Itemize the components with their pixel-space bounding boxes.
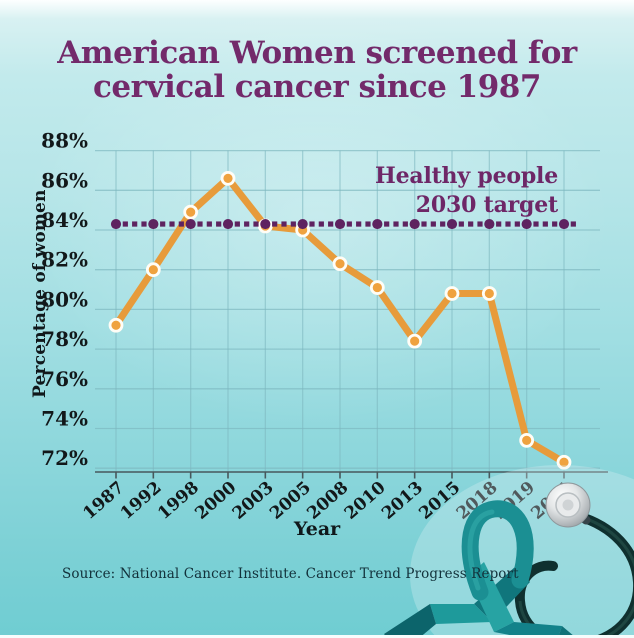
- data-point-2019: [519, 433, 535, 448]
- data-point-2010: [369, 280, 385, 295]
- target-line-dash: [272, 221, 278, 227]
- target-line-dot: [148, 218, 159, 230]
- target-line-dot: [297, 218, 308, 230]
- data-point-2000: [220, 170, 236, 186]
- y-tick-label: 80%: [41, 287, 88, 311]
- target-line-dash: [160, 221, 166, 227]
- target-line-dash: [384, 221, 390, 227]
- target-line-dot: [222, 218, 234, 230]
- y-tick-label: 76%: [41, 367, 88, 391]
- bottom-border: [0, 635, 634, 638]
- target-line-dot: [521, 218, 532, 230]
- target-line-dash: [365, 221, 371, 227]
- data-point-2018: [481, 286, 497, 301]
- data-point-2013: [407, 333, 423, 349]
- target-line-dash: [505, 221, 511, 227]
- target-line-dot: [558, 218, 570, 230]
- data-point-2008: [332, 256, 348, 272]
- target-line-dash: [514, 221, 520, 227]
- target-line-dash: [458, 221, 464, 227]
- target-line-dot: [185, 218, 196, 230]
- target-line-dash: [318, 221, 324, 227]
- data-point-1987: [108, 317, 124, 333]
- target-line-dash: [570, 221, 576, 227]
- title-line-2: cervical cancer since 1987: [93, 69, 541, 105]
- target-line-dash: [197, 221, 203, 227]
- data-point-1992: [145, 262, 161, 278]
- target-line-dash: [402, 221, 408, 227]
- target-line-dot: [484, 218, 495, 230]
- y-tick-label: 84%: [41, 208, 88, 232]
- target-line-dot: [372, 218, 383, 230]
- target-line-dot: [334, 218, 346, 230]
- y-tick-label: 72%: [41, 446, 88, 470]
- target-line-dot: [446, 218, 458, 230]
- target-line-dash: [393, 221, 399, 227]
- x-axis-title: Year: [293, 518, 341, 540]
- target-line-dash: [542, 221, 548, 227]
- target-line-dash: [430, 221, 436, 227]
- target-line-dash: [253, 221, 259, 227]
- target-line-dash: [477, 221, 483, 227]
- target-line-dash: [421, 221, 427, 227]
- target-line-dash: [309, 221, 315, 227]
- target-line-dot: [409, 218, 420, 230]
- target-line-dash: [234, 221, 240, 227]
- target-line-dash: [290, 221, 296, 227]
- target-line-dash: [141, 221, 147, 227]
- teal-ribbon-icon: [384, 500, 577, 638]
- title-line-1: American Women screened for: [57, 35, 577, 71]
- target-line-dot: [110, 218, 122, 230]
- target-line-dash: [216, 221, 222, 227]
- stethoscope-chestpiece-icon: [545, 482, 591, 528]
- target-line-dash: [552, 221, 558, 227]
- target-line-dash: [328, 221, 334, 227]
- y-tick-label: 74%: [41, 407, 88, 431]
- target-line-dash: [496, 221, 502, 227]
- target-line-dash: [281, 221, 287, 227]
- y-tick-label: 78%: [41, 327, 88, 351]
- target-label-line-1: Healthy people: [375, 163, 558, 189]
- target-label-line-2: 2030 target: [415, 192, 558, 218]
- target-line-dash: [132, 221, 138, 227]
- target-line-dash: [533, 221, 539, 227]
- target-line-dash: [169, 221, 175, 227]
- data-point-2021: [556, 454, 572, 470]
- target-line-dash: [178, 221, 184, 227]
- data-point-1998: [183, 204, 199, 220]
- target-line-dash: [206, 221, 212, 227]
- y-tick-label: 86%: [41, 168, 88, 192]
- y-tick-label: 82%: [41, 248, 88, 272]
- target-line-dash: [244, 221, 250, 227]
- source-credit: Source: National Cancer Institute. Cance…: [62, 566, 519, 582]
- y-tick-label: 88%: [41, 129, 88, 153]
- page-title: American Women screened for cervical can…: [0, 36, 634, 104]
- target-line-dash: [356, 221, 362, 227]
- target-line-dash: [346, 221, 352, 227]
- data-point-2015: [444, 286, 460, 301]
- target-line-dash: [122, 221, 128, 227]
- target-line-dash: [440, 221, 446, 227]
- target-line-dot: [260, 218, 271, 230]
- target-line-annotation: Healthy people 2030 target: [300, 162, 558, 220]
- target-line-dash: [468, 221, 474, 227]
